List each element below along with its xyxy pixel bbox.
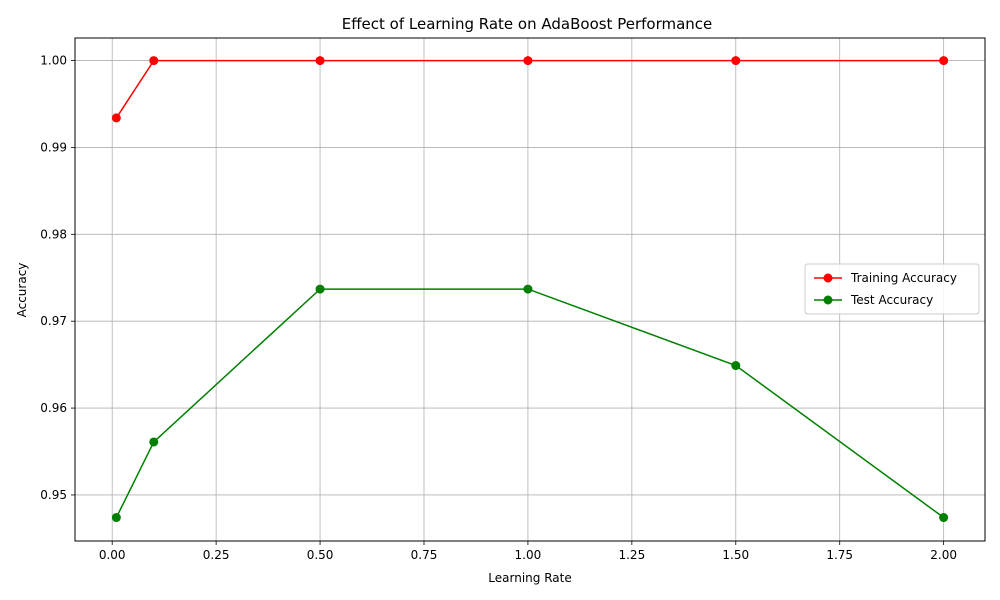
- x-tick-label: 1.00: [515, 548, 542, 562]
- data-point-test: [111, 513, 121, 523]
- x-tick-label: 0.50: [307, 548, 334, 562]
- legend-marker-training: [823, 273, 833, 283]
- y-tick-label: 0.96: [40, 401, 67, 415]
- y-tick-label: 1.00: [40, 54, 67, 68]
- plot-frame: [74, 37, 986, 542]
- chart-title: Effect of Learning Rate on AdaBoost Perf…: [342, 15, 713, 33]
- data-point-test: [523, 284, 533, 294]
- grid: [75, 38, 985, 541]
- ticks: 0.00 0.25 0.50 0.75 1.00 1.25 1.50 1.75 2.00 0.95…: [40, 54, 957, 562]
- data-point-test: [731, 361, 741, 371]
- legend-label-test: Test Accuracy: [850, 293, 933, 307]
- x-axis-label: Learning Rate: [488, 571, 571, 585]
- series-layer: [111, 56, 949, 523]
- legend: Training Accuracy Test Accuracy: [804, 263, 980, 315]
- y-tick-label: 0.97: [40, 314, 67, 328]
- x-tick-label: 0.00: [99, 548, 126, 562]
- series-line-training: [115, 59, 944, 119]
- data-point-training: [731, 56, 741, 66]
- y-tick-label: 0.98: [40, 227, 67, 241]
- x-tick-label: 1.75: [826, 548, 853, 562]
- x-tick-label: 1.50: [722, 548, 749, 562]
- y-tick-label: 0.99: [40, 140, 67, 154]
- data-point-training: [523, 56, 533, 66]
- y-axis-label: Accuracy: [15, 263, 29, 318]
- y-tick-label: 0.95: [40, 488, 67, 502]
- data-point-test: [939, 513, 949, 523]
- data-point-training: [939, 56, 949, 66]
- data-point-training: [149, 56, 159, 66]
- legend-label-training: Training Accuracy: [850, 271, 957, 285]
- x-tick-label: 0.75: [411, 548, 438, 562]
- legend-box: [804, 263, 980, 315]
- data-point-training: [315, 56, 325, 66]
- series-line-test: [115, 288, 945, 519]
- data-point-training: [111, 113, 121, 123]
- x-tick-label: 0.25: [203, 548, 230, 562]
- x-tick-label: 2.00: [930, 548, 957, 562]
- data-point-test: [315, 284, 325, 294]
- x-tick-label: 1.25: [618, 548, 645, 562]
- data-point-test: [149, 437, 159, 447]
- legend-marker-test: [823, 295, 833, 305]
